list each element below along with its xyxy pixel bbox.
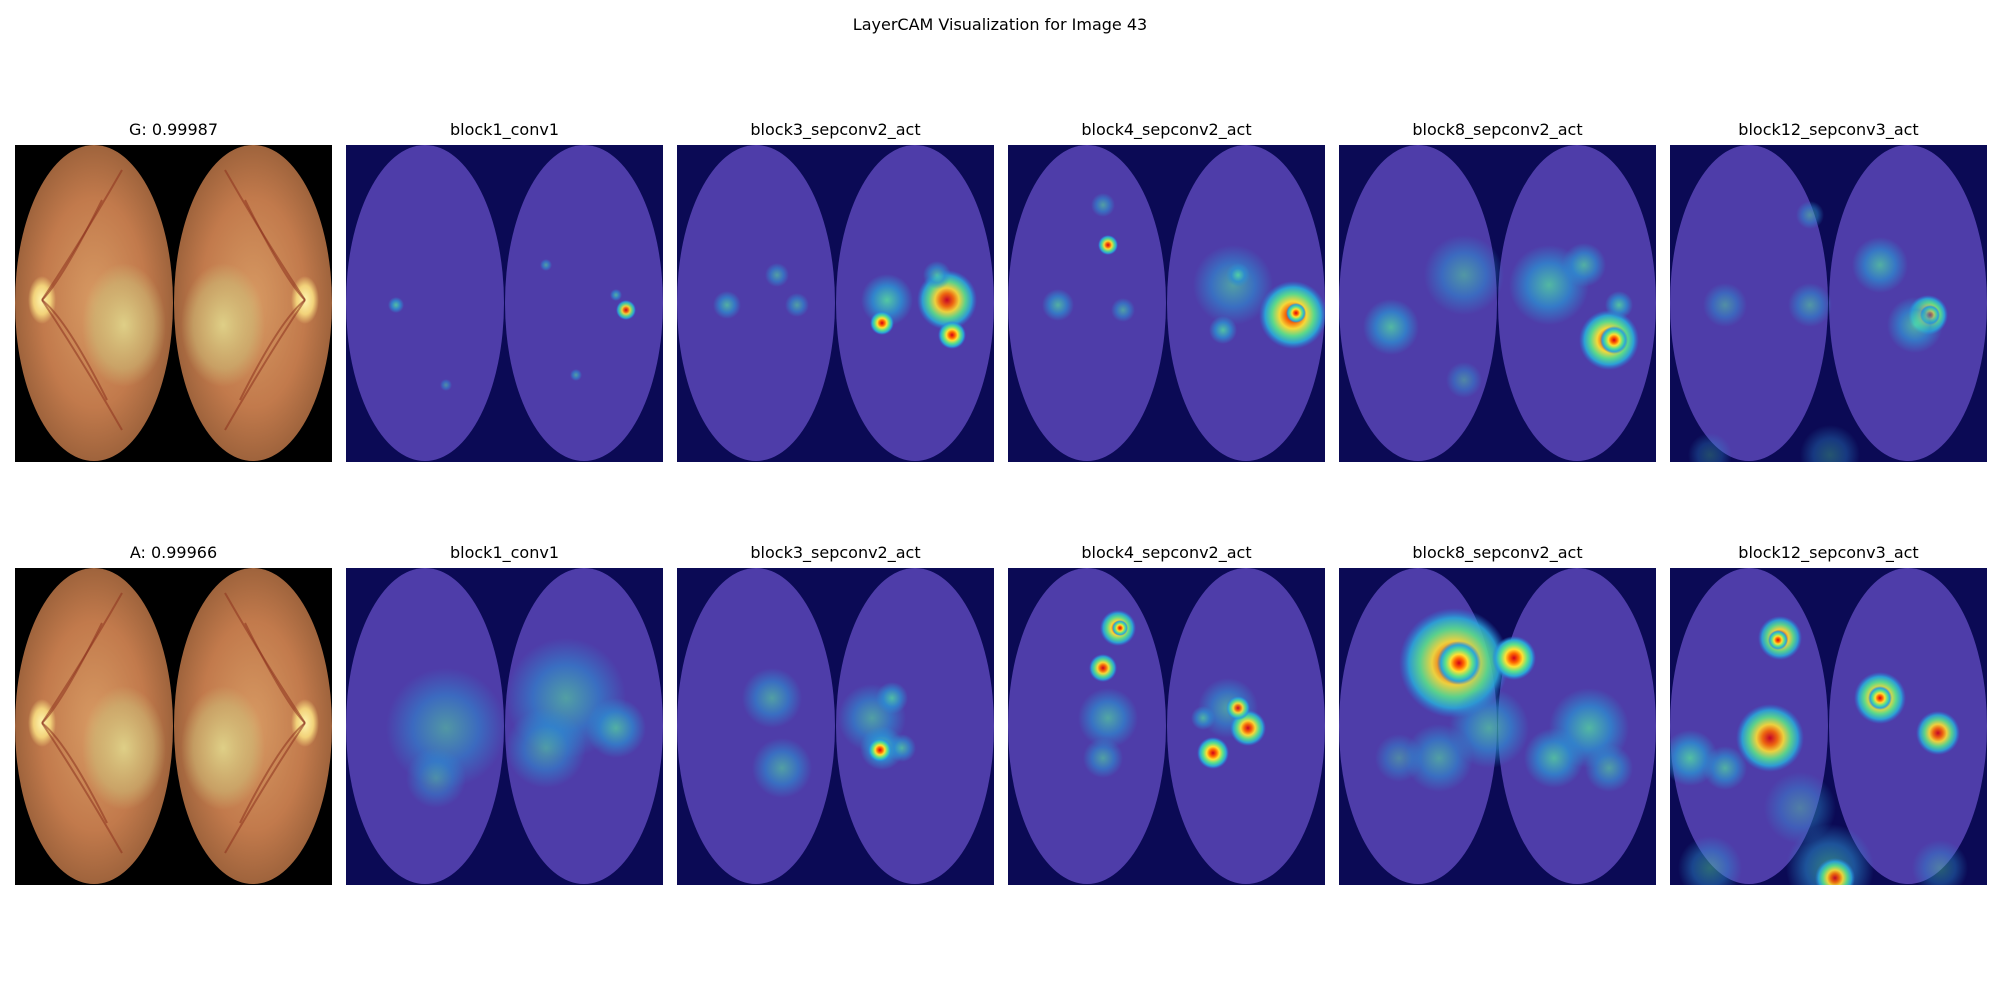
eye-overlay-1 <box>346 145 504 461</box>
figure-title: LayerCAM Visualization for Image 43 <box>0 15 2000 34</box>
panel-title: block8_sepconv2_act <box>1339 120 1656 140</box>
heatmap-image <box>1670 145 1987 462</box>
panel-title: block3_sepconv2_act <box>677 120 994 140</box>
panel-title: block8_sepconv2_act <box>1339 543 1656 563</box>
panel-title: G: 0.99987 <box>15 120 332 140</box>
layercam-panel: block4_sepconv2_act <box>1008 543 1325 885</box>
layercam-panel: block8_sepconv2_act <box>1339 120 1656 462</box>
layercam-panel: block8_sepconv2_act <box>1339 543 1656 885</box>
eye-overlay-2 <box>505 145 663 461</box>
heatmap-image <box>677 145 994 462</box>
panel-title: block1_conv1 <box>346 543 663 563</box>
heatmap-image <box>346 568 663 885</box>
panel-title: A: 0.99966 <box>15 543 332 563</box>
panel-title: block12_sepconv3_act <box>1670 120 1987 140</box>
layercam-panel: block3_sepconv2_act <box>677 120 994 462</box>
fundus-image <box>15 568 332 885</box>
heatmap-image <box>1670 568 1987 885</box>
eye-overlay-1 <box>1008 145 1166 461</box>
heatmap-image <box>1339 568 1656 885</box>
heatmap-image <box>677 568 994 885</box>
panel-title: block12_sepconv3_act <box>1670 543 1987 563</box>
panel-title: block4_sepconv2_act <box>1008 543 1325 563</box>
heatmap-image <box>1339 145 1656 462</box>
fundus-eye-1 <box>15 568 173 884</box>
fundus-eye-2 <box>174 568 332 884</box>
fundus-image <box>15 145 332 462</box>
heatmap-image <box>1008 145 1325 462</box>
panel-title: block4_sepconv2_act <box>1008 120 1325 140</box>
layercam-panel: block12_sepconv3_act <box>1670 543 1987 885</box>
heatmap-image <box>1008 568 1325 885</box>
panel-title: block3_sepconv2_act <box>677 543 994 563</box>
panel-title: block1_conv1 <box>346 120 663 140</box>
eye-overlay-1 <box>677 145 835 461</box>
original-fundus-panel: G: 0.99987 <box>15 120 332 462</box>
layercam-panel: block12_sepconv3_act <box>1670 120 1987 462</box>
layercam-panel: block1_conv1 <box>346 543 663 885</box>
original-fundus-panel: A: 0.99966 <box>15 543 332 885</box>
layercam-panel: block4_sepconv2_act <box>1008 120 1325 462</box>
layercam-panel: block1_conv1 <box>346 120 663 462</box>
eye-overlay-1 <box>677 568 835 884</box>
layercam-panel: block3_sepconv2_act <box>677 543 994 885</box>
fundus-eye-2 <box>174 145 332 461</box>
fundus-eye-1 <box>15 145 173 461</box>
heatmap-image <box>346 145 663 462</box>
